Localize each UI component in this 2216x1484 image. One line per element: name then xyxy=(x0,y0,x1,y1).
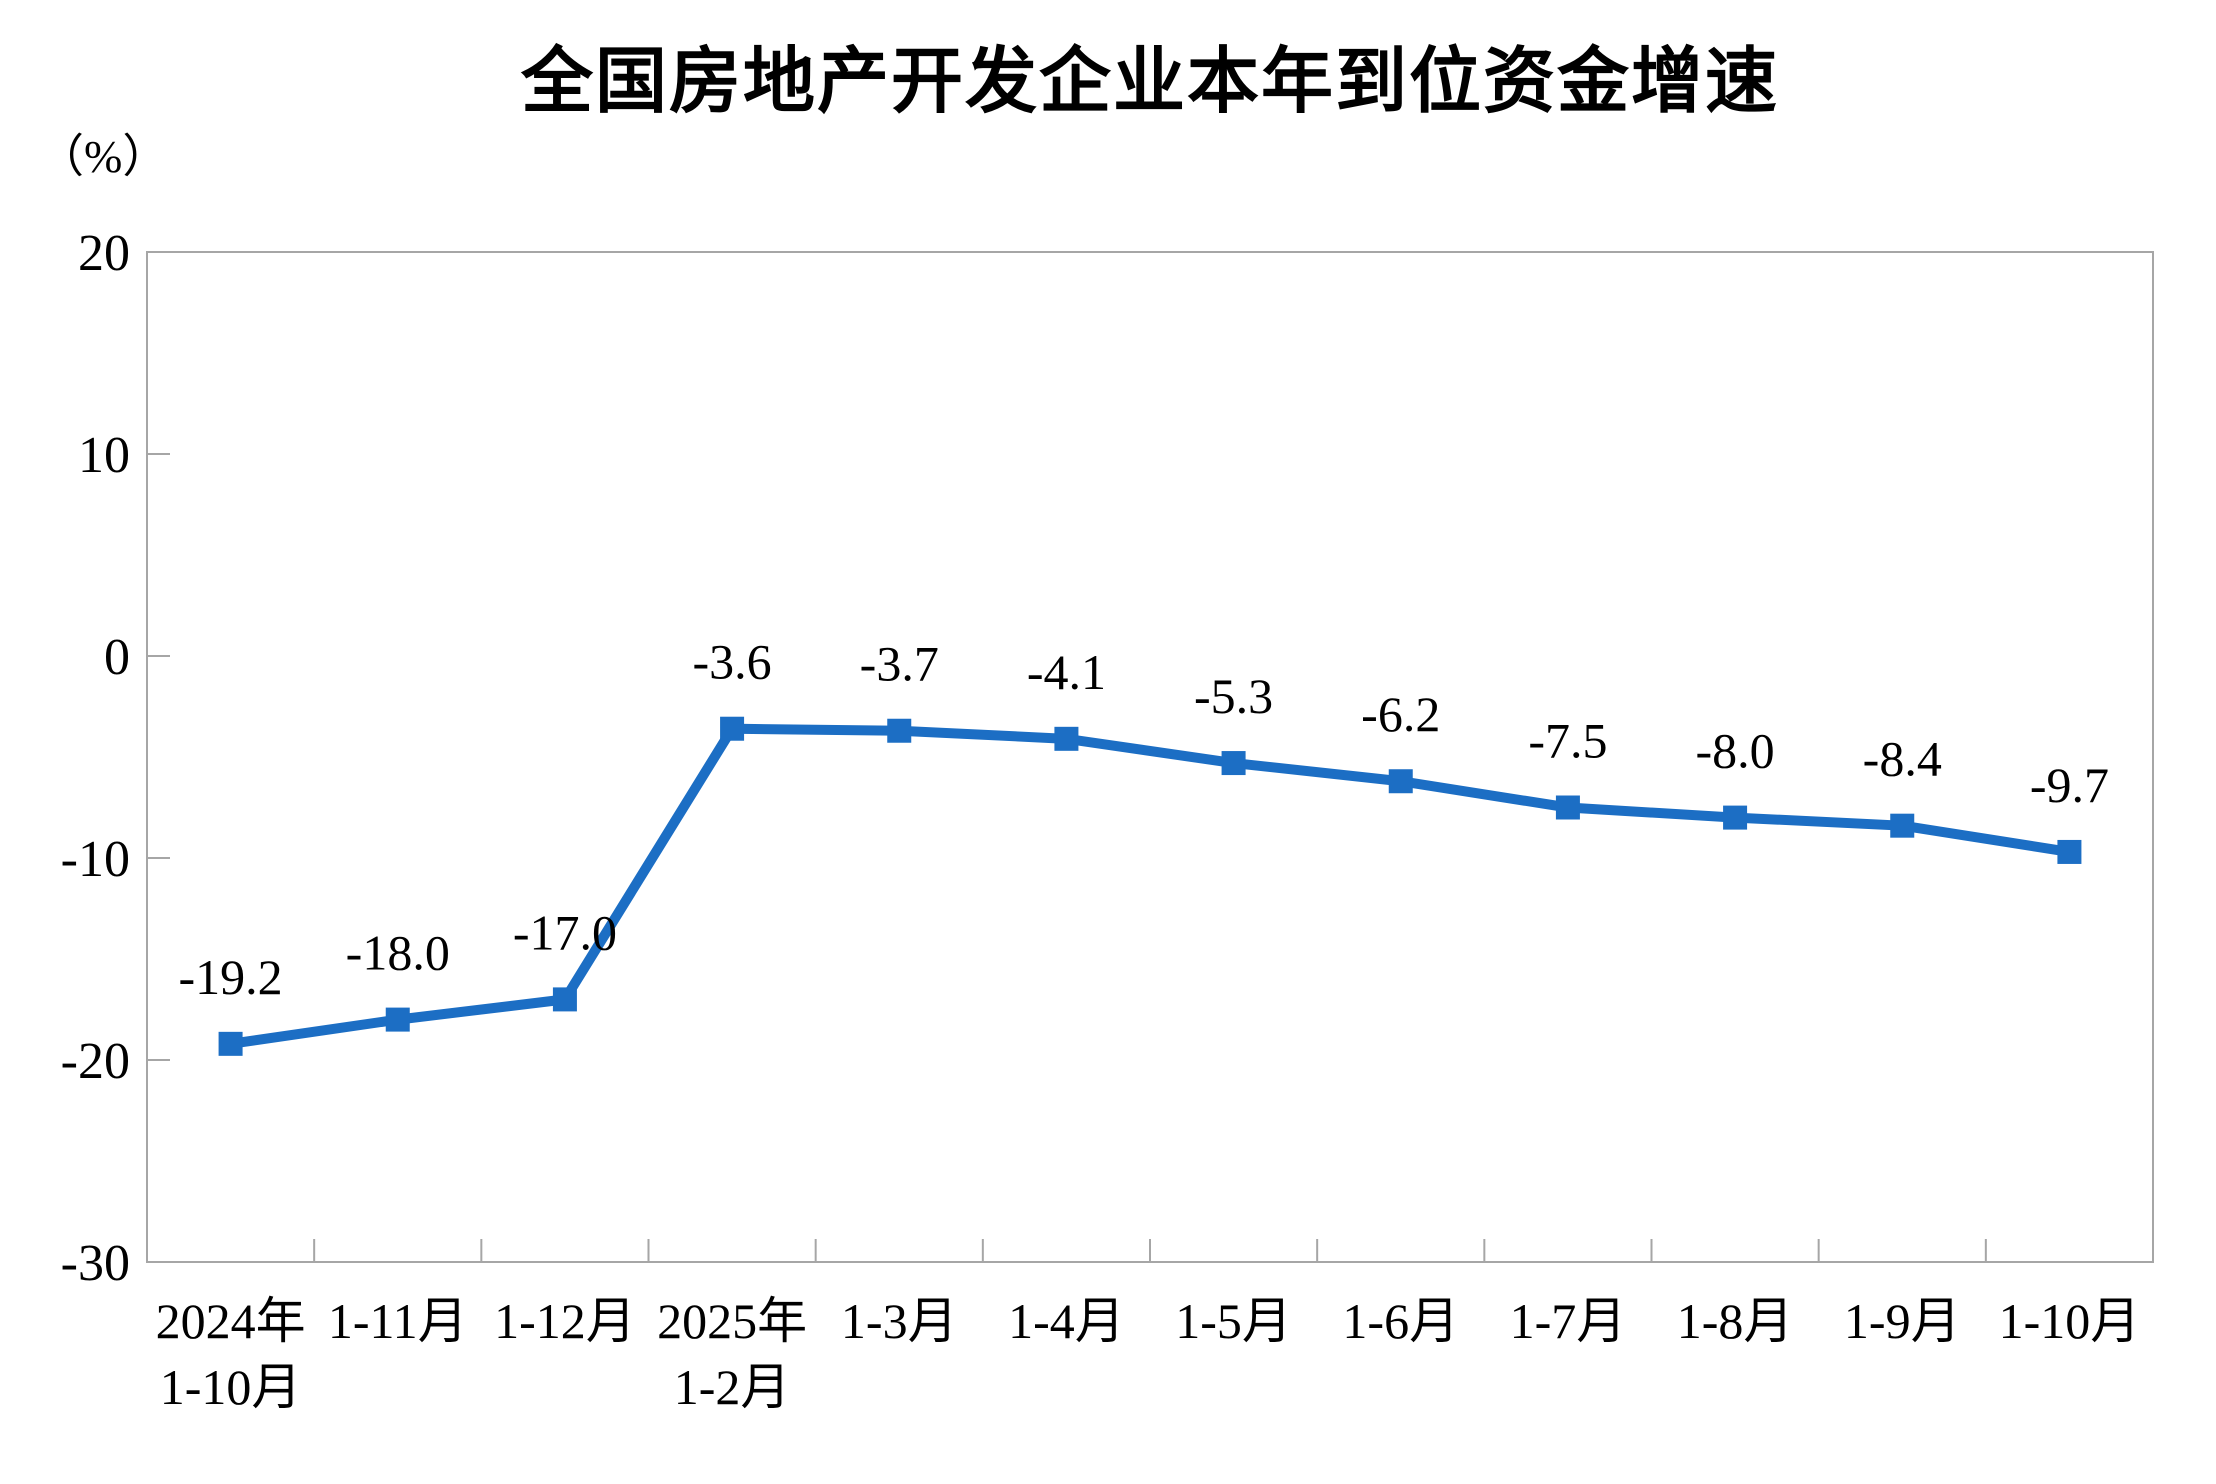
y-axis-tick-label: 0 xyxy=(104,629,130,686)
x-axis-label: 1-5月 xyxy=(1175,1293,1292,1349)
data-point-marker xyxy=(1723,805,1748,830)
data-label: -5.3 xyxy=(1194,668,1273,724)
chart-title: 全国房地产开发企业本年到位资金增速 xyxy=(520,42,1779,122)
y-axis-tick-label: -30 xyxy=(61,1235,130,1292)
data-label: -19.2 xyxy=(179,949,283,1005)
data-label: -9.7 xyxy=(2030,757,2109,813)
x-axis-label: 1-11月 xyxy=(328,1293,468,1349)
x-axis-label: 1-7月 xyxy=(1510,1293,1627,1349)
data-point-marker xyxy=(1555,795,1580,820)
data-point-marker xyxy=(887,718,912,743)
data-point-marker xyxy=(720,716,745,741)
y-axis-tick-label: 10 xyxy=(78,427,130,484)
x-axis-label: 1-3月 xyxy=(841,1293,958,1349)
data-point-marker xyxy=(1890,813,1915,838)
data-point-marker xyxy=(385,1007,410,1032)
x-axis-label: 2024年 xyxy=(156,1293,306,1349)
data-label: -7.5 xyxy=(1528,713,1607,769)
x-axis-label: 1-4月 xyxy=(1008,1293,1125,1349)
data-label: -6.2 xyxy=(1361,686,1440,742)
data-label: -18.0 xyxy=(346,925,450,981)
x-axis-label: 1-8月 xyxy=(1677,1293,1794,1349)
data-point-marker xyxy=(218,1031,243,1056)
y-axis-tick-label: -20 xyxy=(61,1033,130,1090)
data-point-marker xyxy=(1054,726,1079,751)
x-axis-label: 1-10月 xyxy=(160,1359,302,1415)
data-point-marker xyxy=(552,987,577,1012)
x-axis-label: 1-2月 xyxy=(674,1359,791,1415)
x-axis-label: 1-9月 xyxy=(1844,1293,1961,1349)
data-label: -3.7 xyxy=(860,636,939,692)
y-axis-tick-label: 20 xyxy=(78,225,130,282)
data-point-marker xyxy=(2057,839,2082,864)
x-axis-label: 1-10月 xyxy=(1999,1293,2141,1349)
data-label: -17.0 xyxy=(513,904,617,960)
y-axis-tick-label: -10 xyxy=(61,831,130,888)
data-label: -3.6 xyxy=(693,634,772,690)
data-label: -8.0 xyxy=(1696,723,1775,779)
data-line xyxy=(229,723,2071,1049)
x-axis-label: 2025年 xyxy=(657,1293,807,1349)
data-label: -4.1 xyxy=(1027,644,1106,700)
data-point-marker xyxy=(1388,769,1413,794)
plot-area-border xyxy=(146,251,2154,1263)
x-axis-label: 1-6月 xyxy=(1342,1293,1459,1349)
y-axis-unit-label: （%） xyxy=(38,131,169,182)
data-point-marker xyxy=(1221,751,1246,776)
data-label: -8.4 xyxy=(1863,731,1942,787)
x-axis-label: 1-12月 xyxy=(494,1293,636,1349)
